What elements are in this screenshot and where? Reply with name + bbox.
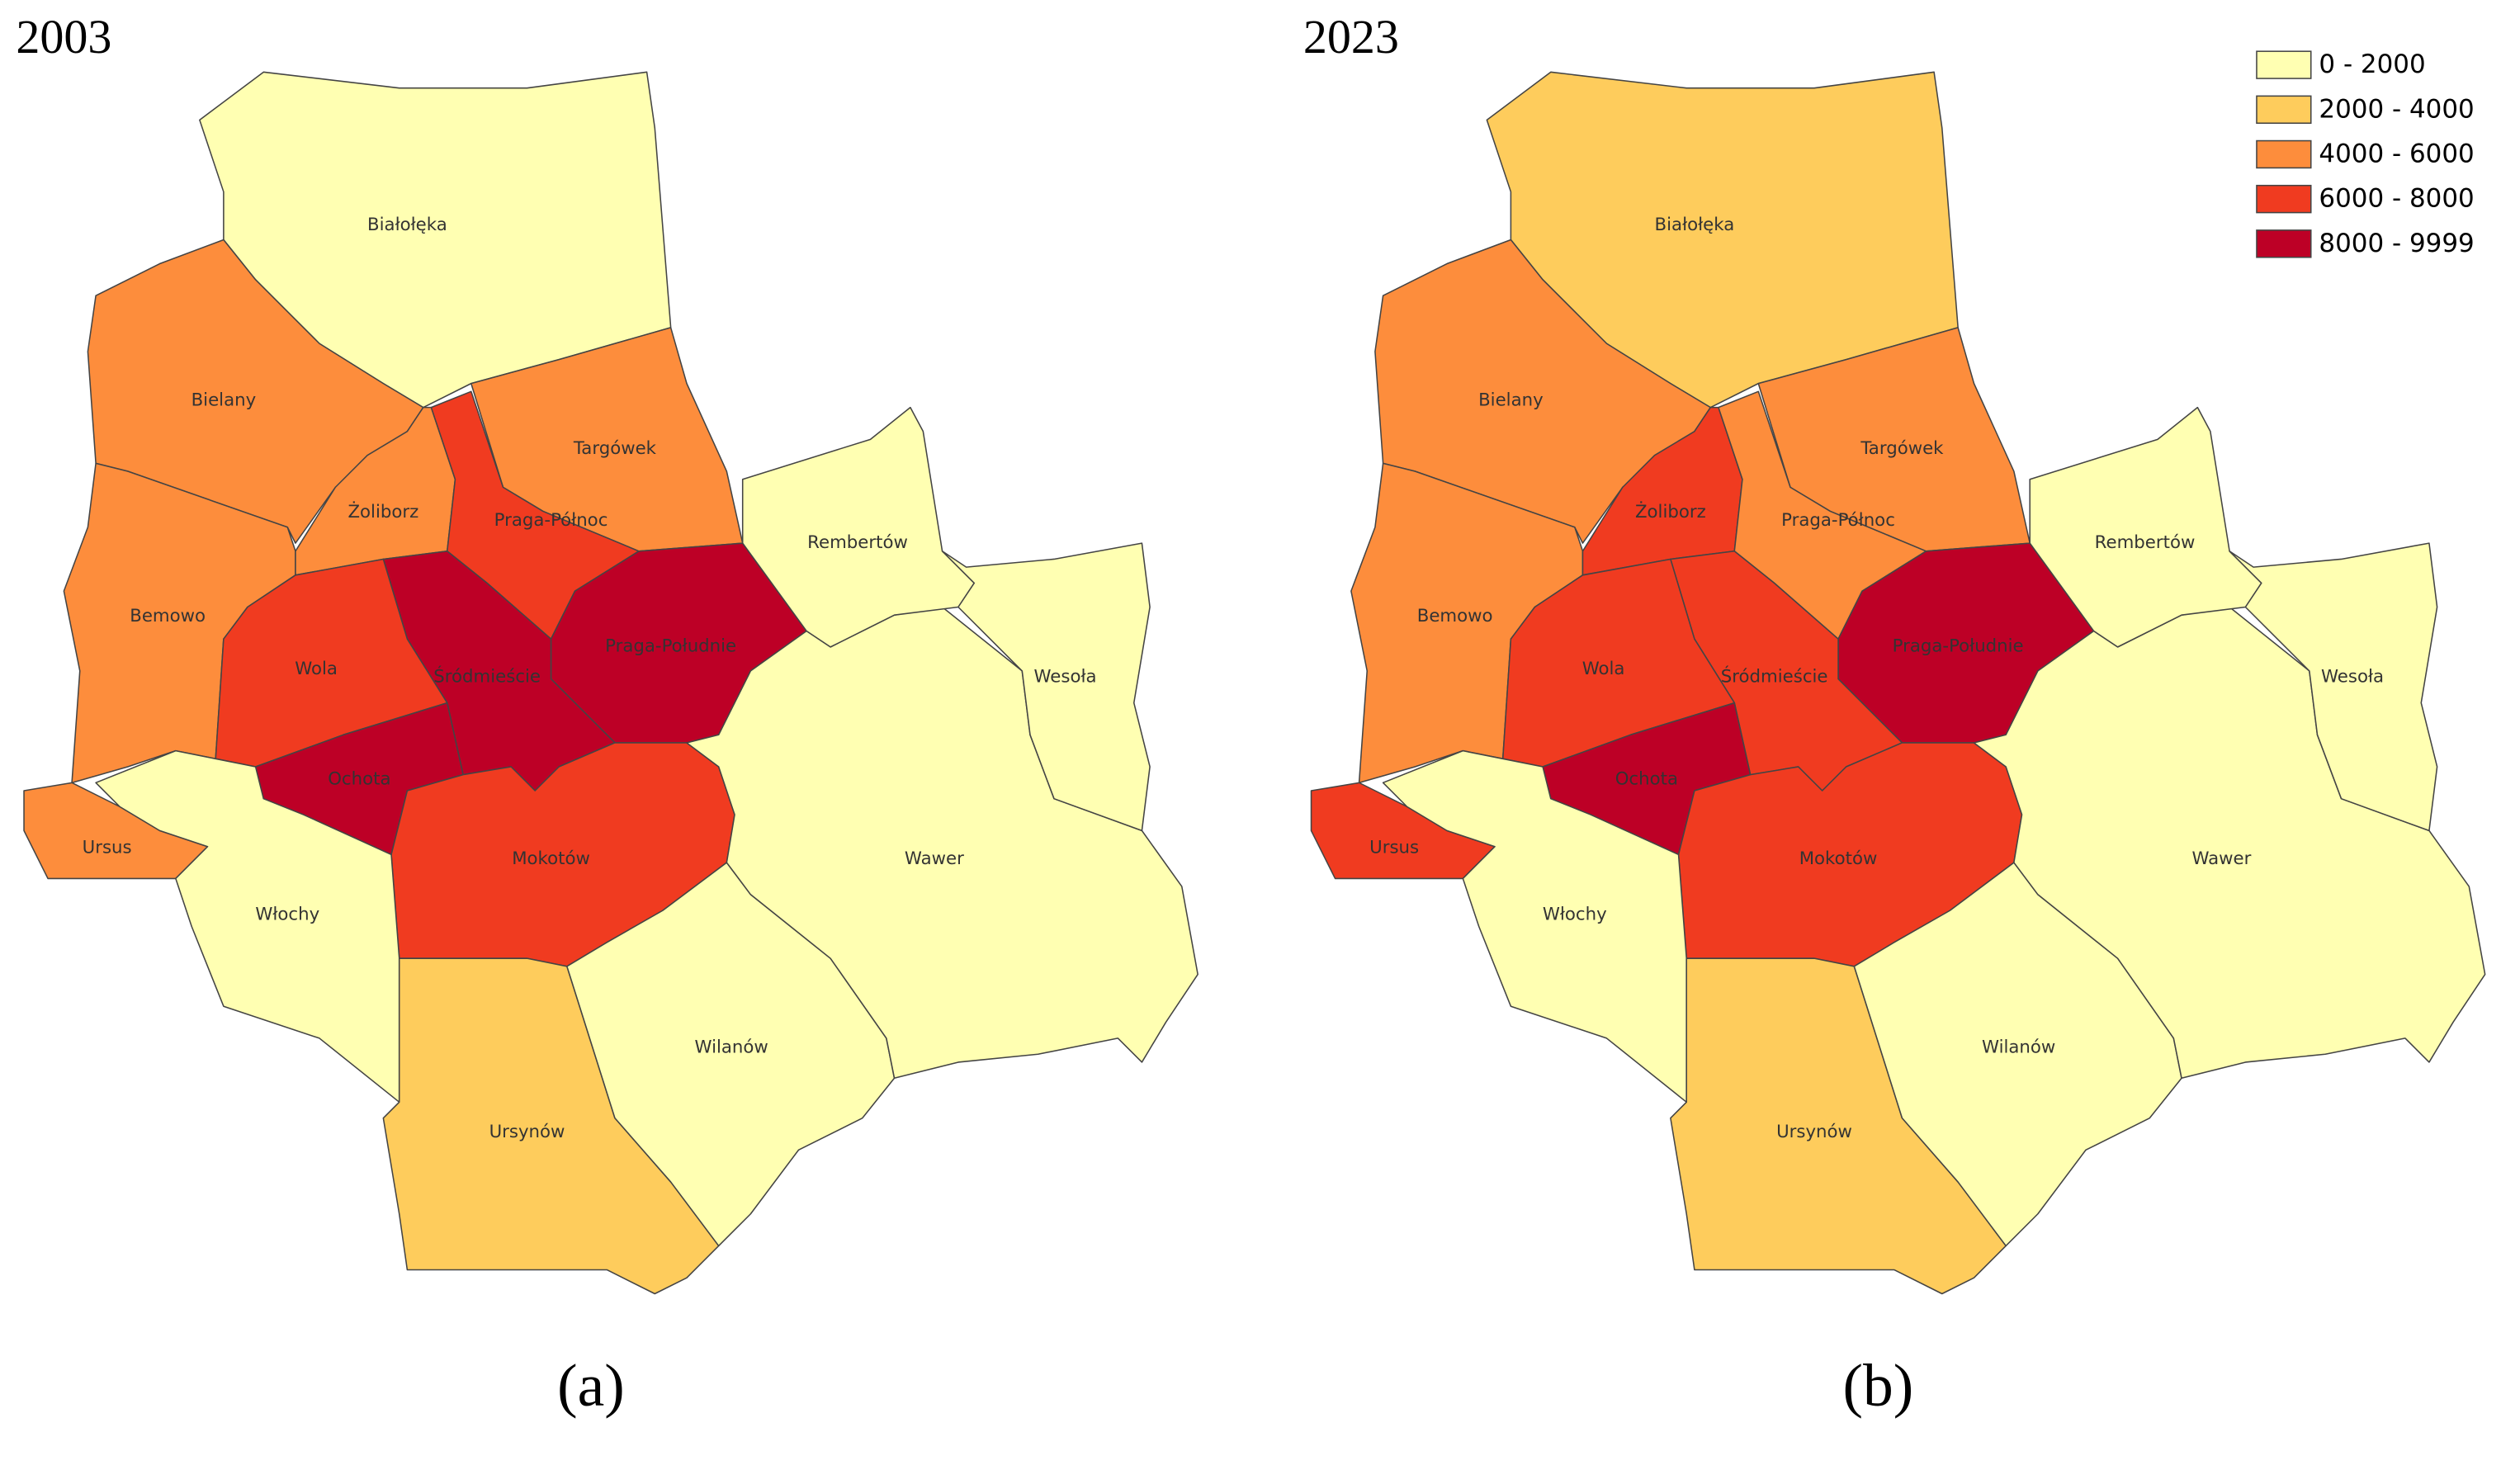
legend-swatch [2256, 50, 2312, 79]
district-label: Białołęka [1655, 215, 1735, 235]
district-label: Wesoła [2321, 666, 2384, 687]
district-label: Ursus [1369, 837, 1419, 858]
district-label: Praga-Południe [1893, 636, 2024, 657]
district-label: Praga-Południe [605, 636, 736, 657]
legend-label: 8000 - 9999 [2319, 229, 2474, 258]
map-caption: (b) [1843, 1351, 1914, 1419]
legend-swatch [2256, 95, 2312, 125]
district-label: Targówek [573, 438, 657, 459]
district-label: Białołęka [367, 215, 447, 235]
legend-swatch [2256, 184, 2312, 214]
district-label: Wilanów [695, 1037, 768, 1057]
district-label: Rembertów [2095, 532, 2196, 553]
legend-swatch [2256, 139, 2312, 169]
district-label: Ochota [328, 768, 390, 789]
district [1670, 957, 2007, 1295]
legend-swatch [2256, 229, 2312, 258]
district-label: Ursynów [1776, 1122, 1852, 1142]
district-label: Praga-Północ [494, 510, 608, 531]
district-label: Żoliborz [347, 501, 418, 522]
district [2229, 542, 2438, 832]
map-caption: (a) [557, 1351, 625, 1419]
district-label: Targówek [1860, 438, 1944, 459]
district [941, 542, 1151, 832]
legend-label: 2000 - 4000 [2319, 94, 2474, 124]
district-label: Wawer [905, 848, 964, 869]
district-label: Bielany [191, 390, 257, 411]
district-label: Wesoła [1034, 666, 1097, 687]
map-title: 2003 [16, 10, 111, 64]
district-label: Wilanów [1982, 1037, 2055, 1057]
district-label: Rembertów [807, 532, 908, 553]
legend-label: 4000 - 6000 [2319, 139, 2474, 168]
legend-label: 6000 - 8000 [2319, 184, 2474, 214]
district-label: Mokotów [512, 848, 590, 869]
district-label: Mokotów [1799, 848, 1878, 869]
district-label: Żoliborz [1635, 501, 1706, 522]
district-label: Włochy [255, 905, 319, 925]
district-label: Śródmieście [1721, 665, 1828, 687]
district-label: Wola [1582, 659, 1625, 679]
legend-label: 0 - 2000 [2319, 50, 2425, 79]
map-title: 2023 [1303, 10, 1399, 64]
district-label: Wola [295, 659, 338, 679]
district-label: Bemowo [1417, 606, 1493, 626]
district-label: Ursus [83, 837, 132, 858]
district-label: Praga-Północ [1781, 510, 1895, 531]
district-label: Włochy [1543, 905, 1607, 925]
district-label: Bielany [1478, 390, 1544, 411]
district-label: Ochota [1615, 768, 1678, 789]
district-label: Śródmieście [433, 665, 541, 687]
district [382, 957, 720, 1295]
district-label: Bemowo [130, 606, 206, 626]
district-label: Wawer [2191, 848, 2251, 869]
district-label: Ursynów [489, 1122, 565, 1142]
